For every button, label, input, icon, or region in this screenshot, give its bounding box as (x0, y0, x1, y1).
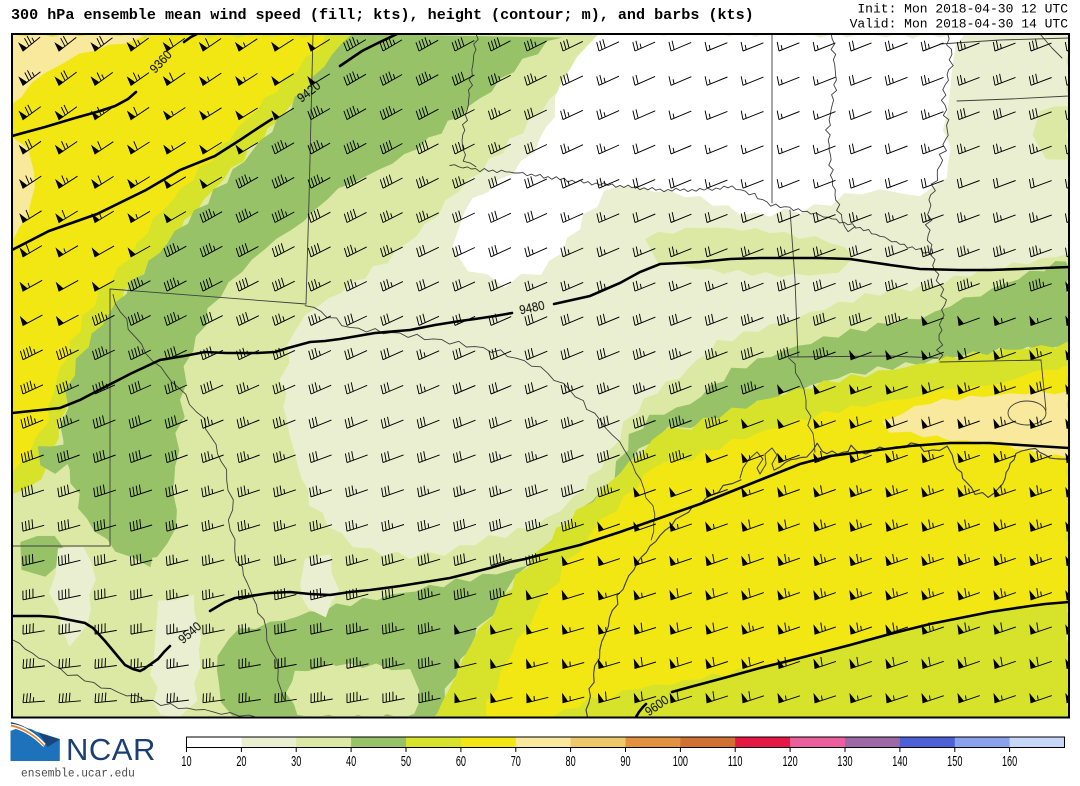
svg-text:20: 20 (236, 753, 246, 770)
svg-text:100: 100 (673, 753, 688, 770)
svg-text:140: 140 (892, 753, 907, 770)
svg-text:80: 80 (566, 753, 576, 770)
svg-text:50: 50 (401, 753, 411, 770)
svg-text:300 hPa ensemble mean wind spe: 300 hPa ensemble mean wind speed (fill; … (11, 6, 754, 24)
svg-text:40: 40 (346, 753, 356, 770)
svg-text:9480: 9480 (518, 298, 546, 318)
svg-text:90: 90 (620, 753, 630, 770)
svg-text:30: 30 (291, 753, 301, 770)
svg-text:10: 10 (181, 753, 191, 770)
svg-text:Init: Mon 2018-04-30 12 UTC: Init: Mon 2018-04-30 12 UTC (857, 2, 1068, 17)
svg-text:Valid: Mon 2018-04-30 14 UTC: Valid: Mon 2018-04-30 14 UTC (850, 17, 1069, 32)
svg-text:70: 70 (511, 753, 521, 770)
svg-text:ensemble.ucar.edu: ensemble.ucar.edu (21, 767, 135, 780)
svg-text:150: 150 (947, 753, 962, 770)
svg-text:NCAR: NCAR (66, 732, 156, 767)
svg-text:120: 120 (782, 753, 797, 770)
svg-text:130: 130 (837, 753, 852, 770)
svg-text:60: 60 (456, 753, 466, 770)
svg-text:110: 110 (728, 753, 743, 770)
svg-text:160: 160 (1002, 753, 1017, 770)
